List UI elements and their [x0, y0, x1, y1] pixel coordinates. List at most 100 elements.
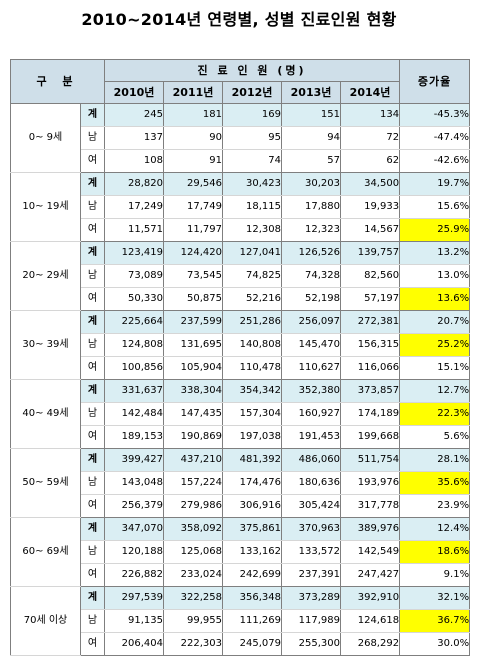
table-row: 20~ 29세 계 123,419 124,420 127,041 126,526 139,… [10, 241, 471, 311]
year-header: 2014년 [340, 81, 401, 104]
table-row: 여 50,330 50,875 52,216 52,198 57,197 13.6% [11, 287, 471, 311]
value-cell: 14,567 [340, 218, 401, 242]
rate-cell: 15.1% [399, 356, 471, 380]
value-cell: 190,869 [163, 425, 224, 449]
table-row: 70세 이상 계 297,539 322,258 356,348 373,289 392,9… [10, 586, 471, 656]
value-cell: 29,546 [163, 172, 224, 196]
value-cell: 123,419 [104, 241, 165, 265]
value-cell: 52,198 [281, 287, 342, 311]
value-cell: 237,599 [163, 310, 224, 334]
value-cell: 157,224 [163, 471, 224, 495]
value-cell: 392,910 [340, 586, 401, 610]
table-row: 0~ 9세 계 245 181 169 151 134 -45.3% [10, 103, 471, 173]
gender-cell: 계 [79, 379, 106, 403]
gender-cell: 계 [79, 448, 106, 472]
value-cell: 143,048 [104, 471, 165, 495]
gender-cell: 여 [79, 632, 106, 656]
rate-cell: 13.0% [399, 264, 471, 288]
gender-cell: 계 [79, 310, 106, 334]
age-group-cell: 30~ 39세 [10, 310, 81, 380]
page-title: 2010~2014년 연령별, 성별 진료인원 현황 [81, 10, 397, 29]
value-cell: 131,695 [163, 333, 224, 357]
value-cell: 356,348 [222, 586, 283, 610]
value-cell: 74,328 [281, 264, 342, 288]
value-cell: 206,404 [104, 632, 165, 656]
value-cell: 511,754 [340, 448, 401, 472]
value-cell: 245 [104, 103, 165, 127]
value-cell: 137 [104, 126, 165, 150]
value-cell: 247,427 [340, 563, 401, 587]
value-cell: 11,797 [163, 218, 224, 242]
age-group-cell: 50~ 59세 [10, 448, 81, 518]
value-cell: 174,189 [340, 402, 401, 426]
table-row: 남 17,249 17,749 18,115 17,880 19,933 15.6% [11, 195, 471, 219]
value-cell: 237,391 [281, 563, 342, 587]
value-cell: 17,249 [104, 195, 165, 219]
value-cell: 145,470 [281, 333, 342, 357]
rate-cell: 15.6% [399, 195, 471, 219]
table-row: 여 108 91 74 57 62 -42.6% [11, 149, 471, 173]
value-cell: 120,188 [104, 540, 165, 564]
value-cell: 151 [281, 103, 342, 127]
value-cell: 279,986 [163, 494, 224, 518]
year-header: 2013년 [281, 81, 342, 104]
gender-cell: 남 [79, 333, 106, 357]
gender-cell: 남 [79, 471, 106, 495]
value-cell: 242,699 [222, 563, 283, 587]
value-cell: 180,636 [281, 471, 342, 495]
gender-cell: 여 [79, 287, 106, 311]
value-cell: 125,068 [163, 540, 224, 564]
table-row: 50~ 59세 계 399,427 437,210 481,392 486,060 511,… [10, 448, 471, 518]
value-cell: 124,420 [163, 241, 224, 265]
value-cell: 174,476 [222, 471, 283, 495]
rate-cell: 12.7% [399, 379, 471, 403]
value-cell: 255,300 [281, 632, 342, 656]
value-cell: 233,024 [163, 563, 224, 587]
value-cell: 50,330 [104, 287, 165, 311]
value-cell: 95 [222, 126, 283, 150]
highlighted-rate-cell: 22.3% [399, 402, 471, 426]
value-cell: 399,427 [104, 448, 165, 472]
value-cell: 73,089 [104, 264, 165, 288]
value-cell: 297,539 [104, 586, 165, 610]
value-cell: 82,560 [340, 264, 401, 288]
gender-cell: 남 [79, 264, 106, 288]
highlighted-rate-cell: 35.6% [399, 471, 471, 495]
value-cell: 108 [104, 149, 165, 173]
gender-cell: 여 [79, 356, 106, 380]
gender-cell: 여 [79, 218, 106, 242]
rate-cell: 5.6% [399, 425, 471, 449]
rate-cell: 20.7% [399, 310, 471, 334]
age-group-cell: 60~ 69세 [10, 517, 81, 587]
highlighted-rate-cell: 36.7% [399, 609, 471, 633]
gender-cell: 계 [79, 517, 106, 541]
value-cell: 50,875 [163, 287, 224, 311]
table-body: 0~ 9세 계 245 181 169 151 134 -45.3% 남 137 90 95 94 72-… [10, 103, 471, 656]
value-cell: 147,435 [163, 402, 224, 426]
value-cell: 57 [281, 149, 342, 173]
value-cell: 73,545 [163, 264, 224, 288]
age-group-cell: 40~ 49세 [10, 379, 81, 449]
highlighted-rate-cell: 18.6% [399, 540, 471, 564]
gender-cell: 계 [79, 172, 106, 196]
value-cell: 139,757 [340, 241, 401, 265]
value-cell: 437,210 [163, 448, 224, 472]
table-row: 남 142,484 147,435 157,304 160,927 174,189 22.3… [11, 402, 471, 426]
rate-cell: 30.0% [399, 632, 471, 656]
value-cell: 338,304 [163, 379, 224, 403]
highlighted-rate-cell: 25.9% [399, 218, 471, 242]
table-row: 남 91,135 99,955 111,269 117,989 124,618 36.7% [11, 609, 471, 633]
table-row: 10~ 19세 계 28,820 29,546 30,423 30,203 34,500 19… [10, 172, 471, 242]
rate-cell: 19.7% [399, 172, 471, 196]
table-header: 구 분 진 료 인 원 (명) 증가율 2010년 2011년 2012년 20… [9, 59, 471, 104]
value-cell: 354,342 [222, 379, 283, 403]
value-cell: 52,216 [222, 287, 283, 311]
rate-cell: 28.1% [399, 448, 471, 472]
table-row: 남 137 90 95 94 72 -47.4% [11, 126, 471, 150]
value-cell: 133,572 [281, 540, 342, 564]
value-cell: 116,066 [340, 356, 401, 380]
table-row: 40~ 49세 계 331,637 338,304 354,342 352,380 373,… [10, 379, 471, 449]
value-cell: 72 [340, 126, 401, 150]
value-cell: 127,041 [222, 241, 283, 265]
rate-header: 증가율 [399, 59, 471, 104]
